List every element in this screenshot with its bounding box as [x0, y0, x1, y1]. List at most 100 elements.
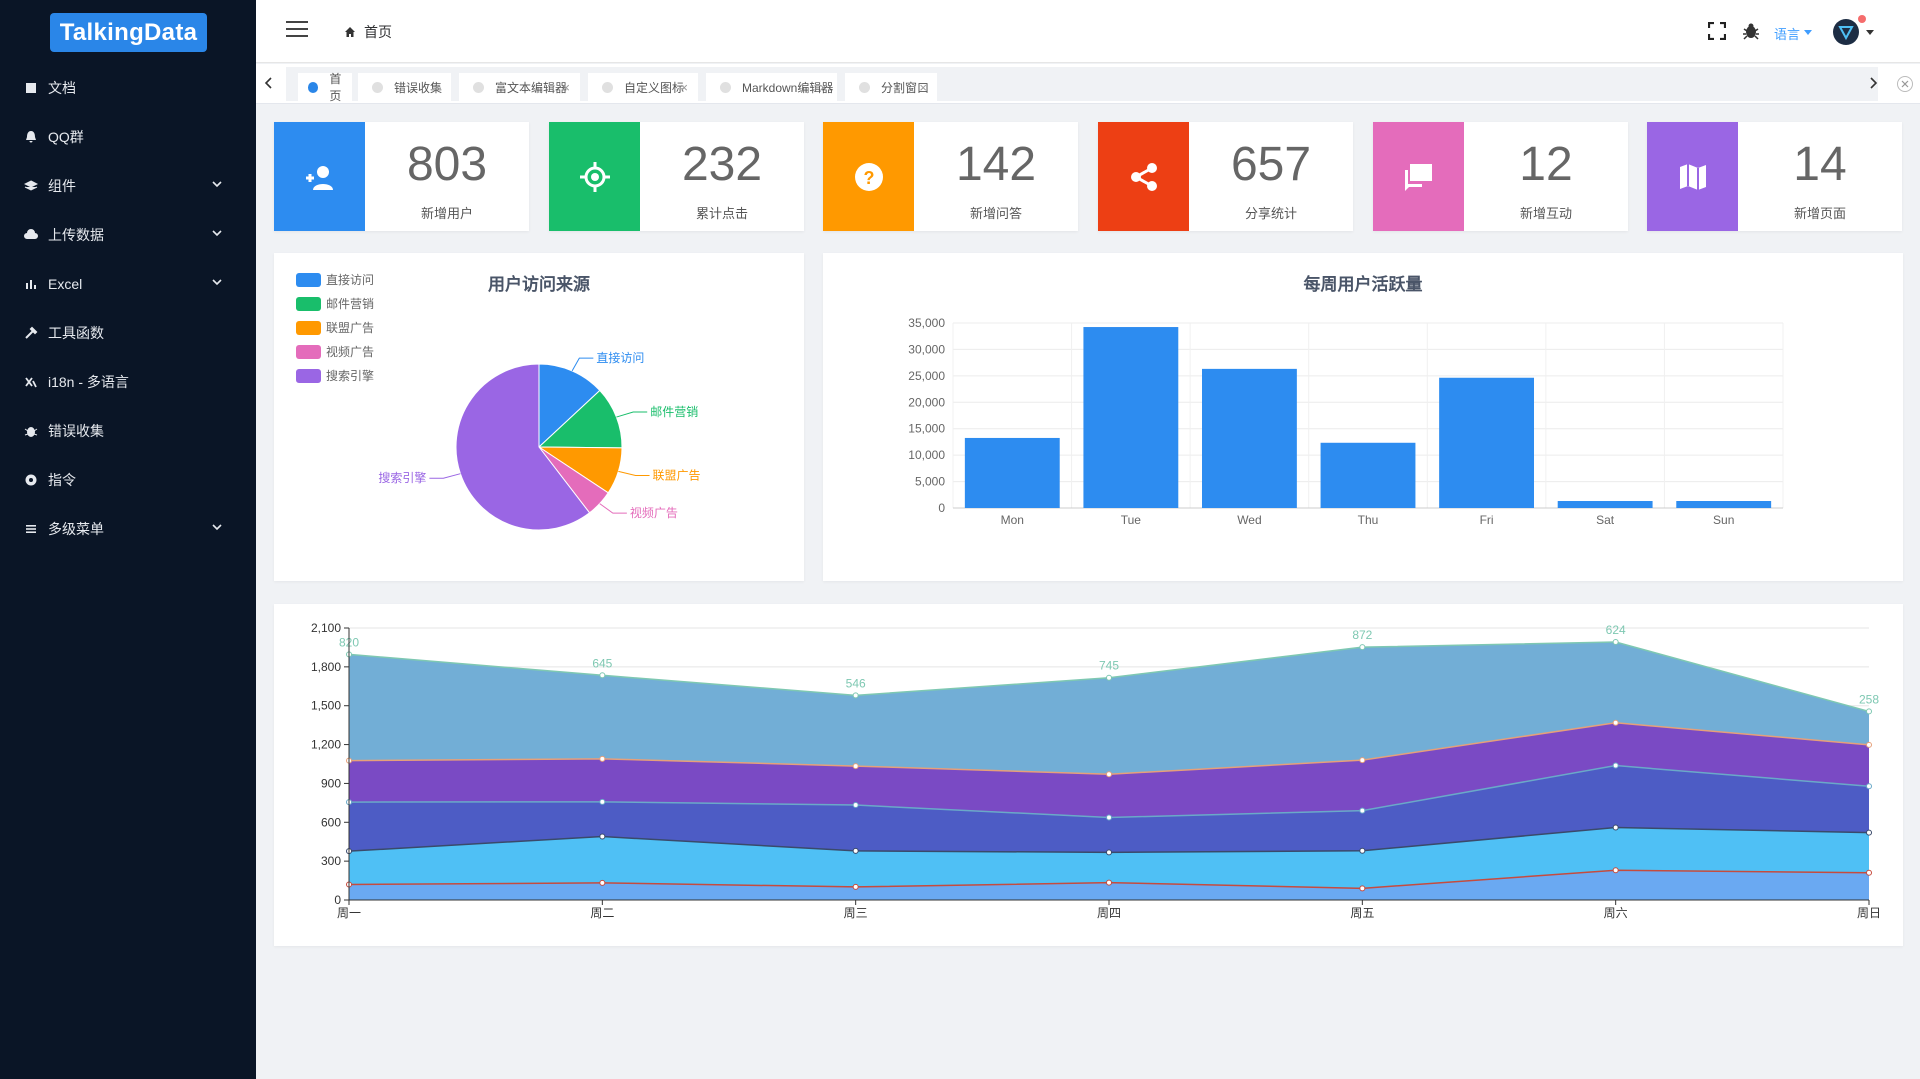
tab-next-icon[interactable] — [1868, 76, 1878, 90]
area-point[interactable] — [1612, 638, 1619, 645]
area-point[interactable] — [852, 847, 859, 854]
legend-item[interactable]: 视频广告 — [296, 343, 374, 360]
tab-0[interactable]: 首页 — [298, 72, 352, 103]
stat-card-3[interactable]: 657 分享统计 — [1098, 122, 1353, 231]
area-point[interactable] — [599, 879, 606, 886]
area-point[interactable] — [1866, 829, 1872, 836]
legend-item[interactable]: 联盟广告 — [296, 319, 374, 336]
bar[interactable] — [1083, 327, 1179, 508]
tab-label: Markdown编辑器 — [742, 80, 834, 95]
area-point[interactable] — [1866, 783, 1872, 790]
area-series-fill[interactable] — [349, 827, 1869, 889]
language-dropdown[interactable]: 语言 — [1774, 27, 1801, 42]
tab-5[interactable]: 分割窗口 × — [845, 73, 937, 101]
x-tick-label: Fri — [1480, 513, 1494, 527]
add-user-icon — [305, 165, 333, 190]
area-point[interactable] — [1106, 879, 1112, 886]
sidebar-item-4[interactable]: Excel — [0, 259, 256, 308]
area-point[interactable] — [1612, 824, 1619, 831]
area-point[interactable] — [1106, 849, 1112, 856]
area-point[interactable] — [1359, 757, 1366, 764]
y-tick-label: 10,000 — [908, 448, 945, 462]
area-point[interactable] — [1359, 807, 1366, 814]
bar[interactable] — [964, 437, 1060, 508]
area-point[interactable] — [852, 763, 859, 770]
area-point[interactable] — [1106, 674, 1112, 681]
sidebar-item-6[interactable]: i18n - 多语言 — [0, 357, 256, 406]
tab-close-icon[interactable]: × — [819, 80, 827, 95]
tab-2[interactable]: 富文本编辑器 × — [459, 73, 580, 101]
fullscreen-icon[interactable] — [1708, 22, 1726, 40]
stat-card-1[interactable]: 232 累计点击 — [549, 122, 804, 231]
sidebar-item-8[interactable]: 指令 — [0, 455, 256, 504]
pie-slice[interactable] — [538, 363, 601, 449]
stat-icon-box — [1373, 122, 1464, 231]
close-all-tabs-icon[interactable] — [1897, 76, 1913, 92]
tab-1[interactable]: 错误收集 × — [358, 73, 451, 101]
area-point[interactable] — [1106, 771, 1112, 778]
tab-prev-icon[interactable] — [264, 76, 274, 90]
tab-close-icon[interactable]: × — [680, 80, 688, 95]
language-caret-icon[interactable] — [1804, 30, 1812, 35]
stat-card-0[interactable]: 803 新增用户 — [274, 122, 529, 231]
sidebar-item-5[interactable]: 工具函数 — [0, 308, 256, 357]
area-point[interactable] — [1866, 741, 1872, 748]
area-point[interactable] — [599, 833, 606, 840]
pie-label-line — [429, 473, 461, 479]
chevron-down-icon[interactable] — [212, 179, 222, 189]
area-point[interactable] — [599, 798, 606, 805]
area-point[interactable] — [1106, 814, 1112, 821]
bug-icon[interactable] — [1742, 22, 1760, 40]
chevron-down-icon[interactable] — [212, 228, 222, 238]
avatar-caret-icon[interactable] — [1866, 30, 1874, 35]
logo[interactable]: TalkingData — [50, 13, 207, 52]
bar[interactable] — [1439, 377, 1534, 508]
sidebar-item-0[interactable]: 文档 — [0, 63, 256, 112]
breadcrumb-item-home[interactable]: 首页 — [364, 24, 392, 40]
pie-slice-label: 邮件营销 — [650, 405, 698, 419]
sidebar-item-2[interactable]: 组件 — [0, 161, 256, 210]
legend-item[interactable]: 邮件营销 — [296, 295, 374, 312]
avatar[interactable] — [1833, 19, 1859, 45]
bar[interactable] — [1676, 501, 1772, 508]
sidebar-item-1[interactable]: QQ群 — [0, 112, 256, 161]
tab-close-icon[interactable]: × — [919, 80, 927, 95]
bar[interactable] — [1202, 368, 1297, 508]
tab-close-icon[interactable]: × — [562, 80, 570, 95]
sidebar-item-3[interactable]: 上传数据 — [0, 210, 256, 259]
chevron-down-icon[interactable] — [212, 522, 222, 532]
tab-close-icon[interactable]: × — [433, 80, 441, 95]
area-point[interactable] — [1866, 869, 1872, 876]
sidebar-item-9[interactable]: 多级菜单 — [0, 504, 256, 553]
area-point[interactable] — [1359, 885, 1366, 892]
area-point[interactable] — [1612, 867, 1619, 874]
legend-item[interactable]: 搜索引擎 — [296, 367, 374, 384]
area-point[interactable] — [1612, 762, 1619, 769]
stat-card-2[interactable]: ? 142 新增问答 — [823, 122, 1078, 231]
chevron-down-icon[interactable] — [212, 277, 222, 287]
area-point[interactable] — [852, 883, 859, 890]
breadcrumb[interactable]: 首页 — [344, 22, 392, 42]
stat-label: 新增页面 — [1793, 206, 1846, 221]
area-point[interactable] — [1612, 719, 1619, 726]
stat-card-4[interactable]: 12 新增互动 — [1373, 122, 1628, 231]
area-point[interactable] — [1359, 847, 1366, 854]
area-point[interactable] — [852, 802, 859, 809]
area-point[interactable] — [599, 755, 606, 762]
bar[interactable] — [1557, 501, 1653, 508]
sidebar-item-7[interactable]: 错误收集 — [0, 406, 256, 455]
bar[interactable] — [1320, 442, 1416, 508]
area-series-fill[interactable] — [349, 722, 1869, 818]
pie-slice[interactable] — [537, 389, 623, 449]
area-point[interactable] — [852, 692, 859, 699]
hamburger-icon[interactable] — [286, 21, 308, 39]
area-point[interactable] — [599, 672, 606, 679]
tab-3[interactable]: 自定义图标 × — [588, 73, 698, 101]
area-series-fill[interactable] — [349, 765, 1869, 853]
notification-badge — [1858, 15, 1866, 23]
area-point[interactable] — [1359, 644, 1366, 651]
area-point[interactable] — [1866, 708, 1872, 715]
stat-card-5[interactable]: 14 新增页面 — [1647, 122, 1902, 231]
legend-item[interactable]: 直接访问 — [296, 271, 374, 288]
tab-4[interactable]: Markdown编辑器 × — [706, 73, 837, 101]
